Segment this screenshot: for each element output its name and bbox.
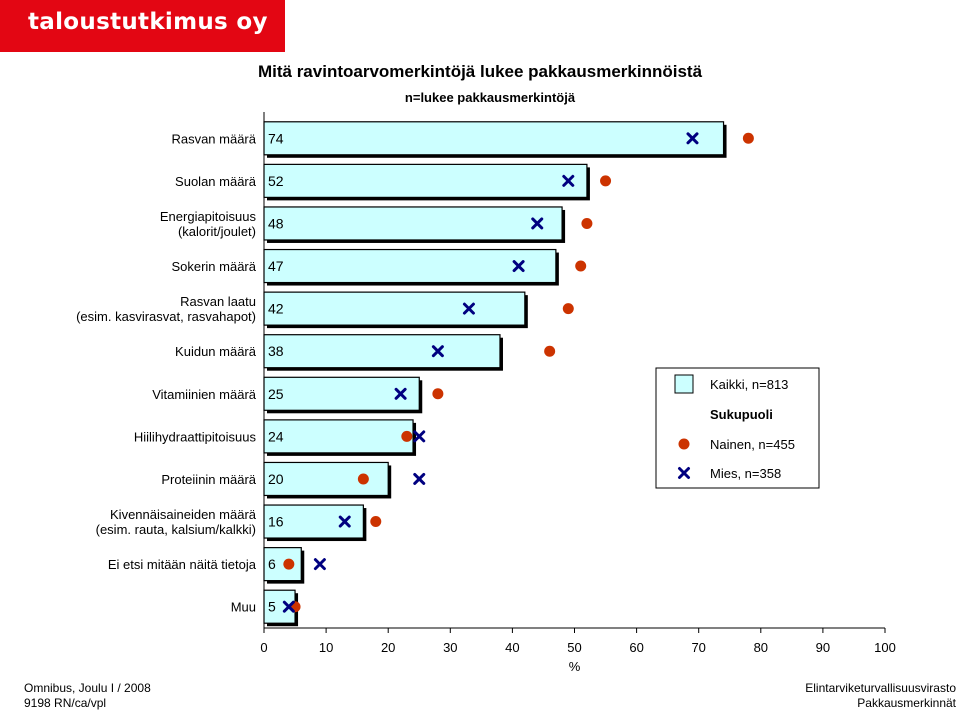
women-marker [581,217,593,229]
category-label: Proteiinin määrä [161,472,256,487]
legend-label-men: Mies, n=358 [710,466,781,481]
category-label: Suolan määrä [175,174,257,189]
bar [263,206,563,241]
footer-source: Omnibus, Joulu I / 2008 [24,681,151,695]
legend-swatch-total [674,374,694,394]
bar [263,121,725,156]
category-label: (esim. rauta, kalsium/kalkki) [96,522,256,537]
category-label: Muu [231,600,256,615]
women-marker [544,345,556,357]
category-label: Rasvan määrä [171,131,256,146]
men-marker [413,430,426,443]
x-tick-label: 50 [567,640,581,655]
category-label: (kalorit/joulet) [178,224,256,239]
bar [263,334,501,369]
bar-value-label: 24 [268,428,284,444]
bar [263,248,557,284]
category-label: (esim. kasvirasvat, rasvahapot) [76,309,256,324]
bar-value-label: 52 [268,173,284,189]
x-tick-label: 80 [754,640,768,655]
x-tick-label: 90 [816,640,830,655]
women-marker [562,303,574,315]
legend-group-label: Sukupuoli [710,407,773,422]
bar-value-label: 74 [268,130,284,146]
bar-value-label: 48 [268,215,284,231]
x-tick-label: 40 [505,640,519,655]
category-label: Vitamiinien määrä [152,387,257,402]
category-label: Ei etsi mitään näitä tietoja [108,557,257,572]
bar-value-label: 6 [268,556,276,572]
bar-value-label: 16 [268,514,284,530]
bar [263,291,526,326]
bar [263,163,588,198]
women-marker [600,175,612,187]
category-label: Hiilihydraattipitoisuus [134,429,257,444]
men-marker [313,558,326,571]
category-label: Energiapitoisuus [160,209,257,224]
legend-label-women: Nainen, n=455 [710,437,795,452]
category-label: Kivennäisaineiden määrä [110,507,257,522]
legend-marker-men [678,467,690,479]
x-axis-label: % [569,659,581,674]
men-marker [394,387,407,400]
logo-text: taloustutkimus oy [28,9,268,35]
chart-subtitle: n=lukee pakkausmerkintöjä [404,90,576,105]
women-marker [432,388,444,400]
women-marker [370,516,382,528]
men-marker [282,600,295,613]
men-marker [462,302,475,315]
men-marker [531,217,544,230]
footer-client: Elintarviketurvallisuusvirasto [805,681,956,695]
men-marker [512,260,525,273]
x-tick-label: 100 [874,640,896,655]
bar [263,419,414,454]
logo: taloustutkimus oy [0,0,285,52]
women-marker [575,260,587,272]
bar-value-label: 47 [268,258,284,274]
x-tick-label: 60 [629,640,643,655]
category-label: Sokerin määrä [171,259,256,274]
bar-value-label: 20 [268,471,284,487]
women-marker [283,558,295,570]
bar-value-label: 38 [268,343,284,359]
men-marker [562,174,575,187]
women-marker [742,132,754,144]
bar [263,376,420,411]
men-marker [686,132,699,145]
legend-marker-women [678,438,690,450]
legend-label-total: Kaikki, n=813 [710,377,788,392]
men-marker [338,515,351,528]
x-tick-label: 10 [319,640,333,655]
footer-topic: Pakkausmerkinnät [857,696,956,710]
bar-value-label: 42 [268,301,284,317]
women-marker [357,473,369,485]
footer-code: 9198 RN/ca/vpl [24,696,107,710]
x-tick-label: 70 [691,640,705,655]
men-marker [413,472,426,485]
x-tick-label: 30 [443,640,457,655]
category-label: Rasvan laatu [180,294,256,309]
chart-title: Mitä ravintoarvomerkintöjä lukee pakkaus… [257,62,703,81]
women-marker [401,430,413,442]
bar-value-label: 25 [268,386,284,402]
x-tick-label: 20 [381,640,395,655]
x-tick-label: 0 [260,640,267,655]
category-label: Kuidun määrä [175,344,257,359]
bar-value-label: 5 [268,599,276,615]
men-marker [431,345,444,358]
